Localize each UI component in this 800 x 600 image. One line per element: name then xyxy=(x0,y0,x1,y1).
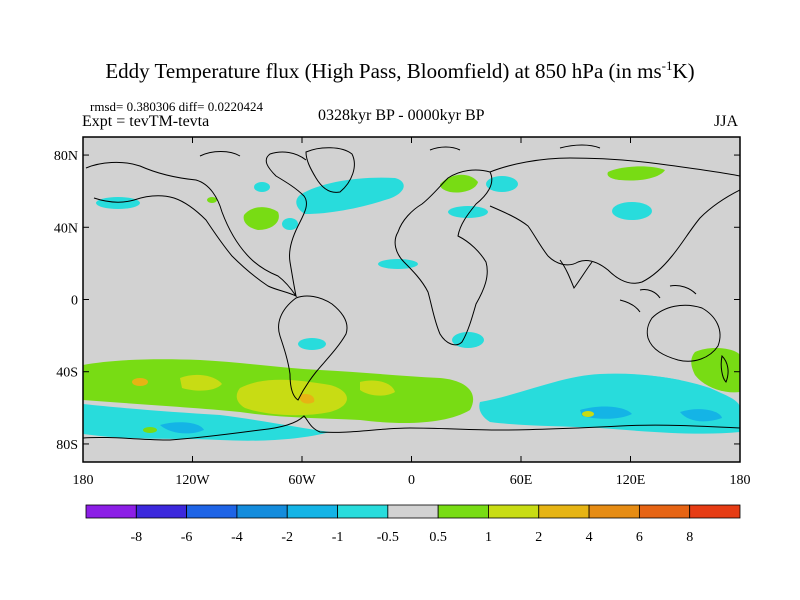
colorbar-label: 6 xyxy=(636,530,643,545)
europe-africa-coast xyxy=(394,169,493,346)
pacific-positive-patch xyxy=(83,371,94,393)
great-lakes-positive xyxy=(243,207,279,230)
russia-negative xyxy=(486,176,518,192)
australia-coast xyxy=(646,304,721,362)
scandinavia-positive xyxy=(440,174,478,193)
colorbar-swatch xyxy=(85,504,137,519)
colorbar-label: -0.5 xyxy=(377,530,399,545)
deep-blue-patch-2 xyxy=(680,409,722,422)
colorbar-swatch xyxy=(186,504,238,519)
colorbar: -8 -6 -4 -2 -1 -0.5 0.5 1 2 4 6 8 xyxy=(85,504,741,545)
antarctica-coast xyxy=(83,415,740,441)
colorbar-label: -2 xyxy=(281,530,293,545)
rmsd-diff-text: rmsd= 0.380306 diff= 0.0220424 xyxy=(90,99,263,114)
north-america-east xyxy=(265,151,307,297)
experiment-label: Expt = tevTM-tevta xyxy=(82,113,210,130)
drake-yellow-core xyxy=(236,379,347,416)
colorbar-swatch xyxy=(387,504,439,519)
colorbar-label: -4 xyxy=(231,530,243,545)
siberia-positive xyxy=(607,166,665,181)
deep-blue-patch-3 xyxy=(160,422,204,434)
colorbar-swatch xyxy=(236,504,288,519)
lon-tick-label: 120E xyxy=(616,473,646,488)
colorbar-swatch xyxy=(689,504,741,519)
anomaly-fields xyxy=(83,166,740,441)
new-zealand-coast xyxy=(720,354,729,383)
colorbar-swatch xyxy=(337,504,389,519)
asia-coast xyxy=(489,157,740,284)
lon-tick-label: 180 xyxy=(73,473,94,488)
europe-negative xyxy=(448,206,488,218)
indian-yellow-spot xyxy=(582,411,594,417)
colorbar-swatch xyxy=(286,504,338,519)
season-label: JJA xyxy=(714,113,739,130)
canada-negative xyxy=(254,182,270,192)
map-title: Eddy Temperature flux (High Pass, Bloomf… xyxy=(105,58,695,83)
colorbar-label: -6 xyxy=(181,530,193,545)
india-coast xyxy=(559,259,593,290)
lat-tick-label: 80S xyxy=(56,438,78,453)
colorbar-swatch xyxy=(135,504,188,519)
pacific-orange-spot xyxy=(132,378,148,386)
colorbar-label: 0.5 xyxy=(429,530,447,545)
lat-tick-label: 80N xyxy=(54,149,78,164)
colorbar-swatch xyxy=(538,504,590,519)
coastlines xyxy=(83,144,740,441)
latitude-axis: 80N 40N 0 40S 80S xyxy=(54,149,740,453)
lon-tick-label: 60W xyxy=(288,473,316,488)
lat-tick-label: 40N xyxy=(54,221,78,236)
colorbar-swatch xyxy=(638,504,691,519)
period-label: 0328kyr BP - 0000kyr BP xyxy=(318,107,485,124)
lat-tick-label: 0 xyxy=(71,294,78,309)
arctic-islands xyxy=(199,144,601,157)
south-pacific-negative xyxy=(560,374,684,396)
longitude-axis: 180 120W 60W 0 60E 120E 180 xyxy=(73,137,751,488)
new-zealand-positive xyxy=(691,348,740,393)
south-america-coast xyxy=(278,295,348,401)
greenland-coast xyxy=(305,147,355,193)
lat-tick-label: 40S xyxy=(56,366,78,381)
colorbar-label: 1 xyxy=(485,530,492,545)
colorbar-label: -8 xyxy=(130,530,142,545)
deep-blue-patch-1 xyxy=(580,406,632,419)
colorbar-swatch xyxy=(488,504,540,519)
nyc-negative xyxy=(282,218,298,230)
southeast-asia-islands xyxy=(619,285,697,313)
lon-tick-label: 0 xyxy=(408,473,415,488)
lon-tick-label: 120W xyxy=(175,473,210,488)
lon-tick-label: 60E xyxy=(510,473,533,488)
colorbar-label: 2 xyxy=(535,530,542,545)
pacific-north-positive xyxy=(207,197,217,203)
drake-orange-spot xyxy=(299,393,315,404)
sahara-negative xyxy=(378,259,418,269)
lon-tick-label: 180 xyxy=(730,473,751,488)
antarctic-positive-spot xyxy=(143,427,157,433)
colorbar-label: 4 xyxy=(586,530,593,545)
south-atlantic-negative xyxy=(298,338,326,350)
china-negative xyxy=(612,202,652,220)
south-africa-negative xyxy=(452,332,484,348)
atlantic-yellow-patch xyxy=(360,380,395,396)
alaska-negative xyxy=(96,197,140,209)
colorbar-label: -1 xyxy=(332,530,344,545)
colorbar-swatch xyxy=(588,504,640,519)
pacific-yellow-patch xyxy=(180,374,222,391)
colorbar-swatch xyxy=(437,504,489,519)
colorbar-label: 8 xyxy=(686,530,693,545)
